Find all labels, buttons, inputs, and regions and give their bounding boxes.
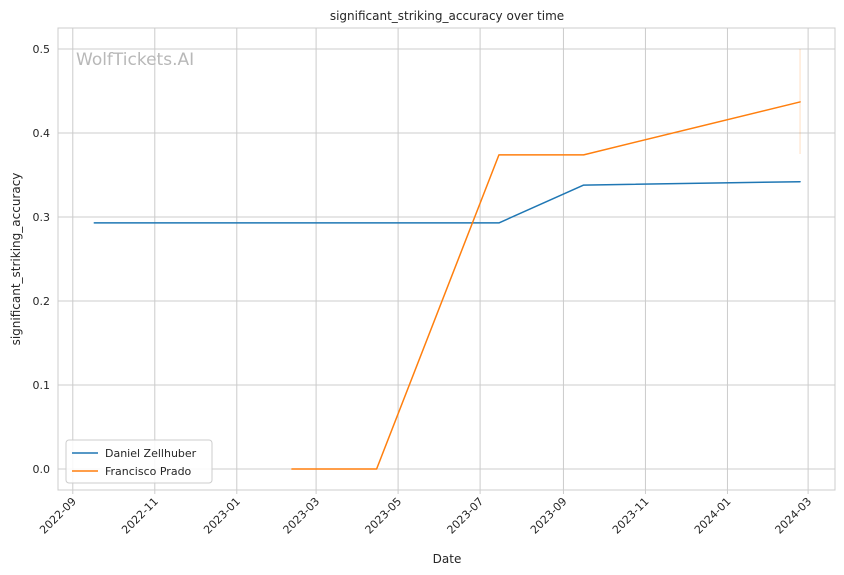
legend-box <box>65 439 213 484</box>
plot-frame <box>57 27 836 491</box>
x-tick-label: 2022-09 <box>37 495 79 537</box>
y-tick-label: 0.2 <box>33 295 51 308</box>
series-line-daniel-zellhuber <box>93 180 801 224</box>
series-layer <box>93 49 801 470</box>
x-tick-label: 2023-11 <box>610 495 652 537</box>
x-tick-label: 2022-11 <box>119 495 161 537</box>
legend-label-daniel-zellhuber: Daniel Zellhuber <box>105 447 197 460</box>
x-tick-label: 2023-09 <box>528 495 570 537</box>
x-tick-label: 2024-01 <box>692 495 734 537</box>
x-tick-label: 2023-07 <box>445 495 487 537</box>
y-tick-label: 0.1 <box>33 379 51 392</box>
legend: Daniel Zellhuber Francisco Prado <box>65 439 213 484</box>
x-tick-label: 2024-03 <box>773 495 815 537</box>
y-axis-ticks: 0.0 0.1 0.2 0.3 0.4 0.5 <box>33 43 51 476</box>
y-tick-label: 0.5 <box>33 43 51 56</box>
y-axis-label: significant_striking_accuracy <box>9 173 23 346</box>
x-tick-label: 2023-05 <box>363 495 405 537</box>
x-tick-label: 2023-03 <box>281 495 323 537</box>
y-tick-label: 0.0 <box>33 463 51 476</box>
legend-label-francisco-prado: Francisco Prado <box>105 465 192 478</box>
watermark: WolfTickets.AI <box>76 50 194 70</box>
x-axis-ticks: 2022-09 2022-11 2023-01 2023-03 2023-05 2023-… <box>37 490 814 537</box>
y-tick-label: 0.3 <box>33 211 51 224</box>
chart-title: significant_striking_accuracy over time <box>330 9 564 23</box>
plot-area <box>58 28 835 490</box>
y-tick-label: 0.4 <box>33 127 51 140</box>
x-axis-label: Date <box>433 552 462 566</box>
x-tick-label: 2023-01 <box>201 495 243 537</box>
plot-border <box>57 27 836 491</box>
